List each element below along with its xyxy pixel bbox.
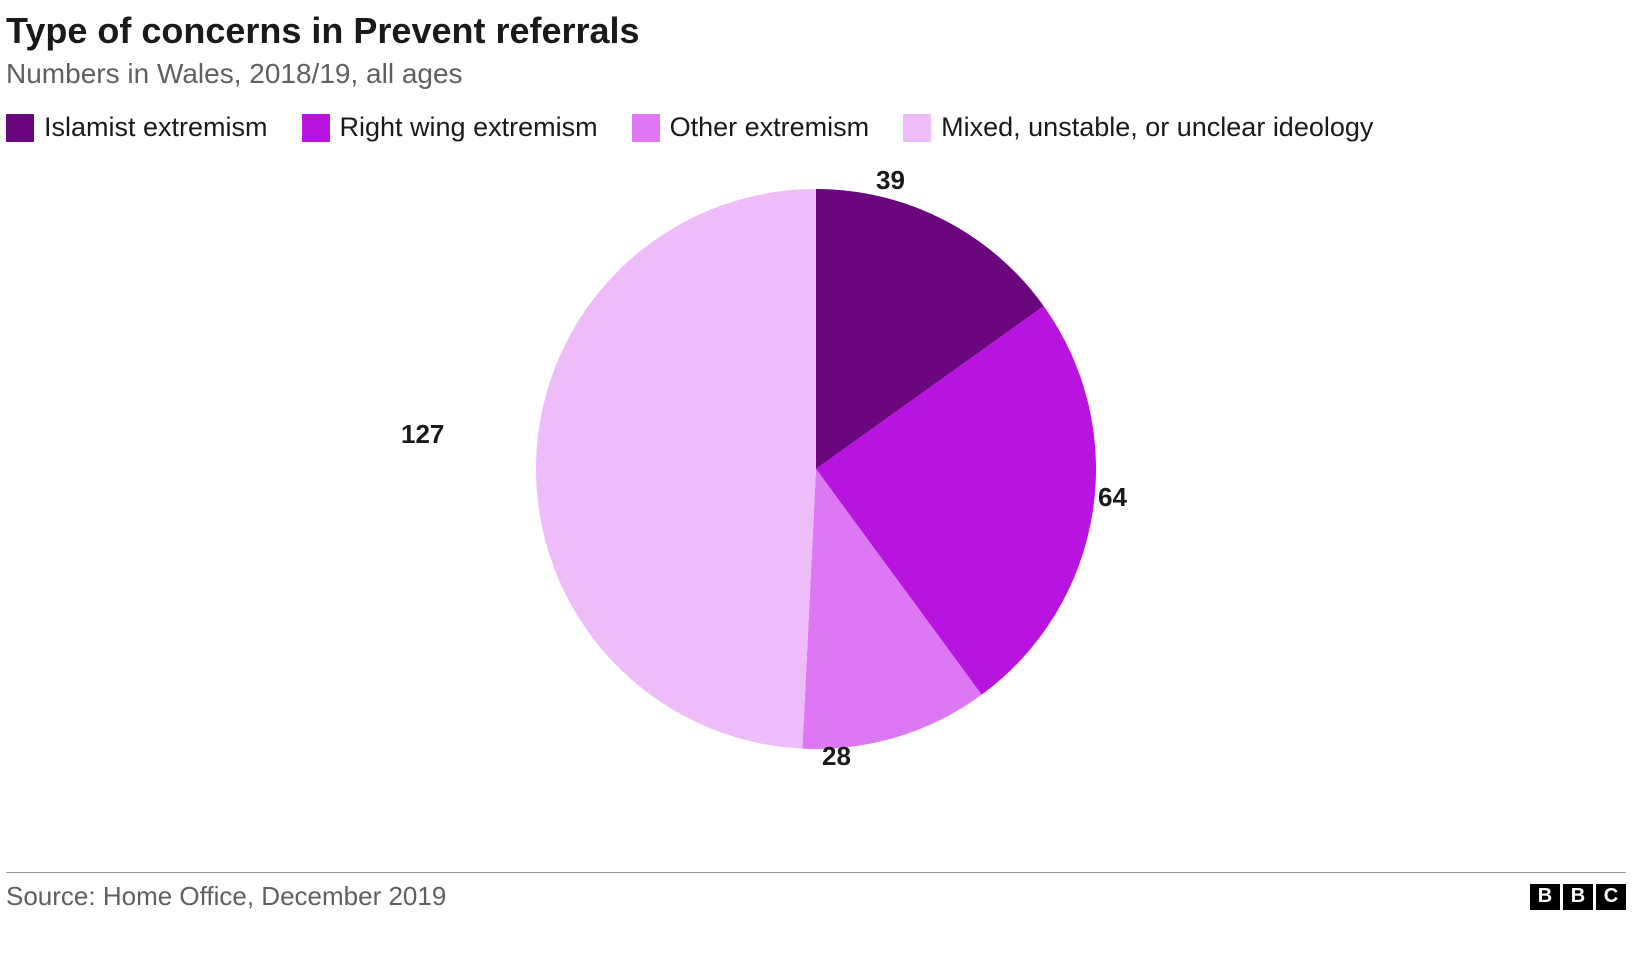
legend-label: Right wing extremism xyxy=(340,112,598,143)
chart-container: Type of concerns in Prevent referrals Nu… xyxy=(0,0,1632,960)
legend-item: Mixed, unstable, or unclear ideology xyxy=(903,112,1373,143)
legend-item: Other extremism xyxy=(632,112,870,143)
legend-label: Islamist extremism xyxy=(44,112,268,143)
legend-item: Islamist extremism xyxy=(6,112,268,143)
chart-subtitle: Numbers in Wales, 2018/19, all ages xyxy=(6,58,1626,90)
slice-value-label: 127 xyxy=(401,419,444,450)
pie-slice xyxy=(536,189,816,749)
bbc-logo-letter: B xyxy=(1563,884,1593,910)
bbc-logo-letter: B xyxy=(1530,884,1560,910)
source-text: Source: Home Office, December 2019 xyxy=(6,881,446,912)
legend-swatch xyxy=(632,114,660,142)
bbc-logo-letter: C xyxy=(1596,884,1626,910)
legend-swatch xyxy=(903,114,931,142)
legend: Islamist extremism Right wing extremism Ot… xyxy=(6,112,1626,143)
legend-swatch xyxy=(302,114,330,142)
bbc-logo: BBC xyxy=(1530,884,1626,910)
legend-item: Right wing extremism xyxy=(302,112,598,143)
legend-label: Other extremism xyxy=(670,112,870,143)
legend-label: Mixed, unstable, or unclear ideology xyxy=(941,112,1373,143)
slice-value-label: 64 xyxy=(1098,482,1127,513)
chart-area: 39 64 28 127 xyxy=(6,159,1626,779)
slice-value-label: 28 xyxy=(822,741,851,772)
pie-chart xyxy=(516,169,1116,769)
slice-value-label: 39 xyxy=(876,165,905,196)
chart-footer: Source: Home Office, December 2019 BBC xyxy=(6,872,1626,912)
chart-title: Type of concerns in Prevent referrals xyxy=(6,10,1626,52)
legend-swatch xyxy=(6,114,34,142)
